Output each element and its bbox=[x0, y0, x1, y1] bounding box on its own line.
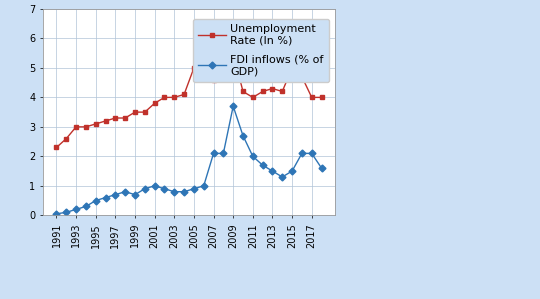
Unemployment
Rate (In %) bbox=[53, 146, 60, 149]
Unemployment
Rate (In %) bbox=[249, 96, 256, 99]
FDI inflows (% of
GDP) bbox=[151, 184, 158, 187]
FDI inflows (% of
GDP) bbox=[240, 134, 246, 138]
Unemployment
Rate (In %) bbox=[289, 66, 295, 70]
Unemployment
Rate (In %) bbox=[171, 96, 178, 99]
FDI inflows (% of
GDP) bbox=[53, 212, 60, 216]
Unemployment
Rate (In %) bbox=[102, 119, 109, 123]
FDI inflows (% of
GDP) bbox=[191, 187, 197, 190]
FDI inflows (% of
GDP) bbox=[299, 152, 305, 155]
FDI inflows (% of
GDP) bbox=[279, 175, 286, 179]
FDI inflows (% of
GDP) bbox=[171, 190, 178, 193]
FDI inflows (% of
GDP) bbox=[259, 163, 266, 167]
FDI inflows (% of
GDP) bbox=[181, 190, 187, 193]
FDI inflows (% of
GDP) bbox=[318, 166, 325, 170]
Unemployment
Rate (In %) bbox=[299, 75, 305, 79]
Unemployment
Rate (In %) bbox=[269, 87, 276, 90]
Unemployment
Rate (In %) bbox=[210, 78, 217, 82]
Unemployment
Rate (In %) bbox=[240, 90, 246, 93]
Unemployment
Rate (In %) bbox=[259, 90, 266, 93]
Line: FDI inflows (% of
GDP): FDI inflows (% of GDP) bbox=[54, 104, 324, 216]
Unemployment
Rate (In %) bbox=[308, 96, 315, 99]
Unemployment
Rate (In %) bbox=[151, 101, 158, 105]
Line: Unemployment
Rate (In %): Unemployment Rate (In %) bbox=[54, 39, 324, 150]
Unemployment
Rate (In %) bbox=[83, 125, 89, 129]
Unemployment
Rate (In %) bbox=[63, 137, 70, 141]
FDI inflows (% of
GDP) bbox=[92, 199, 99, 202]
Unemployment
Rate (In %) bbox=[230, 51, 237, 55]
FDI inflows (% of
GDP) bbox=[141, 187, 148, 190]
FDI inflows (% of
GDP) bbox=[161, 187, 168, 190]
FDI inflows (% of
GDP) bbox=[220, 152, 227, 155]
FDI inflows (% of
GDP) bbox=[249, 155, 256, 158]
FDI inflows (% of
GDP) bbox=[210, 152, 217, 155]
Unemployment
Rate (In %) bbox=[73, 125, 79, 129]
Unemployment
Rate (In %) bbox=[132, 110, 138, 114]
FDI inflows (% of
GDP) bbox=[230, 104, 237, 108]
FDI inflows (% of
GDP) bbox=[308, 152, 315, 155]
Unemployment
Rate (In %) bbox=[220, 39, 227, 43]
Unemployment
Rate (In %) bbox=[122, 116, 129, 120]
FDI inflows (% of
GDP) bbox=[73, 208, 79, 211]
FDI inflows (% of
GDP) bbox=[83, 205, 89, 208]
FDI inflows (% of
GDP) bbox=[122, 190, 129, 193]
FDI inflows (% of
GDP) bbox=[112, 193, 119, 196]
Unemployment
Rate (In %) bbox=[92, 122, 99, 126]
FDI inflows (% of
GDP) bbox=[132, 193, 138, 196]
Unemployment
Rate (In %) bbox=[181, 93, 187, 96]
FDI inflows (% of
GDP) bbox=[63, 210, 70, 214]
Legend: Unemployment
Rate (In %), FDI inflows (% of
GDP): Unemployment Rate (In %), FDI inflows (%… bbox=[193, 19, 329, 82]
Unemployment
Rate (In %) bbox=[191, 66, 197, 70]
FDI inflows (% of
GDP) bbox=[269, 169, 276, 173]
Unemployment
Rate (In %) bbox=[318, 96, 325, 99]
FDI inflows (% of
GDP) bbox=[102, 196, 109, 199]
Unemployment
Rate (In %) bbox=[279, 90, 286, 93]
Unemployment
Rate (In %) bbox=[200, 72, 207, 76]
FDI inflows (% of
GDP) bbox=[289, 169, 295, 173]
FDI inflows (% of
GDP) bbox=[200, 184, 207, 187]
Unemployment
Rate (In %) bbox=[112, 116, 119, 120]
Unemployment
Rate (In %) bbox=[161, 96, 168, 99]
Unemployment
Rate (In %) bbox=[141, 110, 148, 114]
